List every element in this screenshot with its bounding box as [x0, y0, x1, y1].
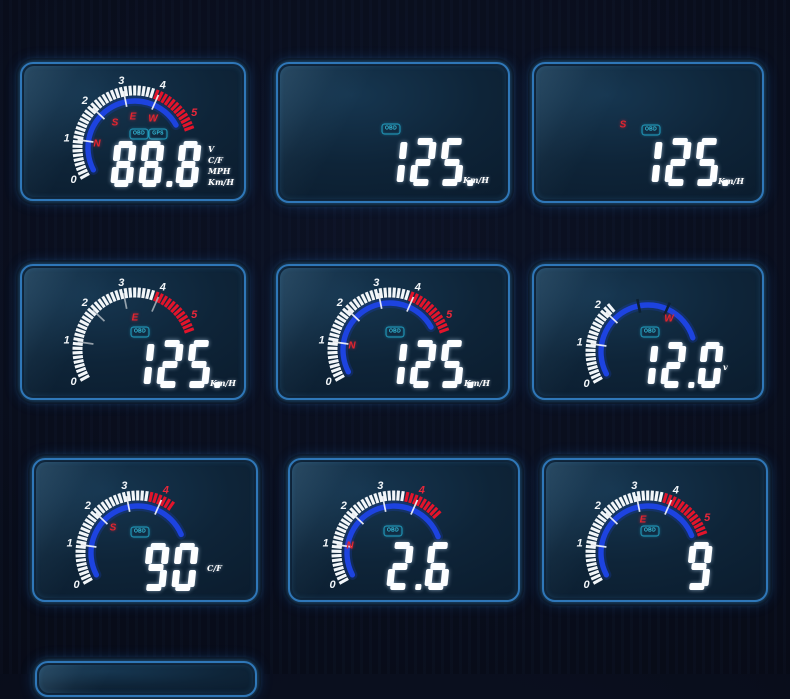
- obd-status-badge: OBD: [641, 327, 660, 338]
- segment-d: [390, 583, 405, 590]
- compass-letter: W: [664, 314, 673, 325]
- segment-d: [413, 381, 428, 388]
- segment-f: [188, 344, 197, 362]
- compass-letter: N: [348, 341, 355, 352]
- hud-panel-speed-compass: S OBD Km/H: [530, 60, 766, 205]
- decimal-point: [166, 181, 173, 187]
- segment-d: [664, 381, 678, 388]
- segment-g: [181, 161, 195, 168]
- unit-label: Km/H: [210, 378, 236, 388]
- segment-g: [116, 161, 130, 168]
- obd-status-badge: OBD: [641, 526, 660, 537]
- segment-f: [688, 546, 697, 564]
- compass-letter: S: [110, 523, 117, 534]
- unit-label: Km/H: [718, 176, 744, 186]
- segment-g: [415, 361, 430, 368]
- obd-status-badge: OBD: [130, 129, 149, 140]
- unit-label: Km/H: [208, 177, 234, 188]
- segment-f: [696, 142, 705, 160]
- compass-letter: W: [148, 114, 157, 125]
- obd-status-badge: OBD: [384, 526, 403, 537]
- decimal-point: [688, 382, 695, 388]
- obd-status-badge: OBD: [131, 327, 150, 338]
- decimal-point: [415, 584, 422, 590]
- segment-g: [670, 159, 685, 166]
- unit-label: Km/H: [464, 378, 490, 388]
- segment-d: [146, 584, 161, 591]
- segment-g: [392, 563, 407, 570]
- segment-f: [113, 145, 122, 162]
- compass-letter: E: [132, 313, 139, 324]
- segment-f: [174, 547, 183, 565]
- segment-g: [415, 159, 430, 166]
- segment-f: [145, 547, 154, 565]
- compass-letter: S: [620, 120, 627, 131]
- segment-f: [441, 142, 450, 160]
- segment-f: [141, 145, 150, 162]
- unit-label: V: [208, 144, 234, 155]
- segment-d: [189, 381, 204, 388]
- segment-g: [144, 161, 158, 168]
- compass-letter: N: [346, 541, 353, 552]
- unit-label: v: [723, 362, 728, 372]
- compass-letter: N: [93, 139, 100, 150]
- compass-letter: E: [640, 515, 647, 526]
- unit-label: Km/H: [463, 175, 489, 185]
- obd-status-badge: OBD: [386, 327, 405, 338]
- gps-status-badge: GPS: [149, 129, 168, 140]
- unit-label: MPH: [208, 166, 234, 177]
- compass-letter: S: [112, 118, 119, 129]
- obd-status-badge: OBD: [642, 125, 661, 136]
- segment-f: [700, 346, 709, 363]
- segment-d: [697, 179, 712, 186]
- segment-d: [442, 179, 457, 186]
- segment-d: [160, 381, 175, 388]
- segment-d: [689, 583, 704, 590]
- segment-g: [691, 563, 706, 570]
- unit-label: C/F: [207, 563, 222, 573]
- segment-d: [668, 179, 683, 186]
- hud-panel-cropped-panel: [33, 659, 259, 699]
- panel-screen: [39, 665, 253, 693]
- compass-letter: E: [130, 112, 137, 123]
- segment-g: [162, 361, 177, 368]
- obd-status-badge: OBD: [131, 527, 150, 538]
- obd-status-badge: OBD: [382, 124, 401, 135]
- unit-label: C/F: [208, 155, 234, 166]
- segment-d: [442, 381, 457, 388]
- segment-f: [427, 546, 436, 564]
- segment-d: [413, 179, 428, 186]
- segment-g: [148, 564, 163, 571]
- hud-panel-speed-simple: OBD Km/H: [274, 60, 512, 205]
- segment-f: [441, 344, 450, 362]
- segment-f: [178, 145, 187, 162]
